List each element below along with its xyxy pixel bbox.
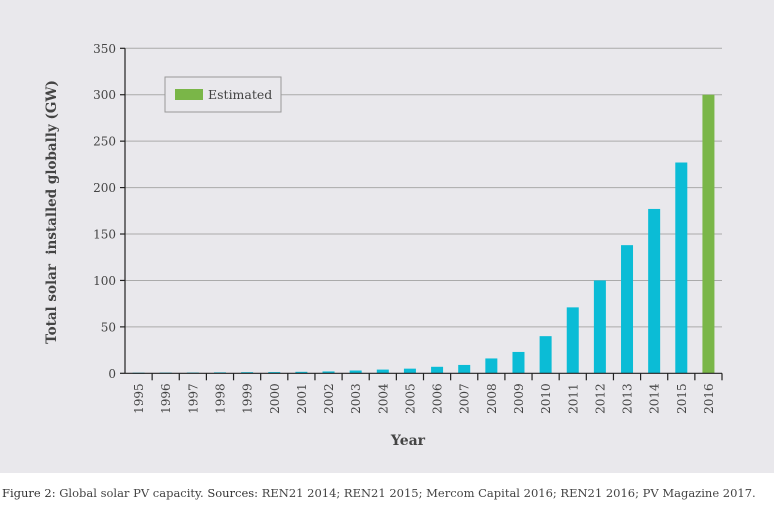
x-tick-label: 2006 [431,383,445,414]
bar-2000 [268,372,281,374]
bar-2014 [648,208,661,374]
legend: Estimated [164,76,282,113]
bar-2016 [702,94,715,374]
bar-2006 [431,366,444,374]
x-tick-label: 2008 [485,383,499,414]
y-tick-label: 50 [101,320,116,334]
legend-label-estimated: Estimated [208,87,272,102]
x-tick-label: 2007 [458,383,472,414]
bar-2011 [566,307,579,374]
x-tick-label: 1996 [159,383,173,414]
x-tick-label: 2005 [403,383,417,414]
x-tick-label: 2012 [593,383,607,414]
bar-2005 [403,368,416,374]
x-tick-label: 2004 [376,383,390,414]
x-tick-label: 2011 [566,383,580,414]
figure-label: Figure 2: [2,486,56,500]
x-tick-label: 2009 [512,383,526,414]
bar-2013 [621,245,634,374]
y-axis-label: Total solar installed globally (GW) [44,80,60,344]
x-tick-label: 2001 [295,383,309,414]
bar-2001 [295,371,308,374]
x-tick-label: 2014 [648,383,662,414]
bar-2007 [458,364,471,374]
x-tick-label: 2016 [702,383,716,414]
y-tick-label: 150 [93,228,116,242]
y-tick-label: 200 [93,181,116,195]
x-tick-label: 1999 [241,383,255,414]
x-tick-label: 2013 [621,383,635,414]
y-tick-label: 350 [93,42,116,56]
bar-2010 [539,336,552,374]
y-tick-label: 100 [93,274,116,288]
legend-swatch-estimated [175,89,203,100]
x-tick-label: 2002 [322,383,336,414]
chart-panel [0,0,774,473]
x-tick-label: 2010 [539,383,553,414]
x-tick-label: 2003 [349,383,363,414]
x-axis-label: Year [390,433,426,449]
caption-text: Global solar PV capacity. [55,486,208,500]
x-tick-label: 1997 [186,383,200,414]
bar-2003 [349,370,362,374]
y-tick-label: 250 [93,135,116,149]
bar-2002 [322,371,335,374]
bar-2008 [485,358,498,374]
sources-text: REN21 2014; REN21 2015; Mercom Capital 2… [258,486,756,500]
y-tick-label: 300 [93,88,116,102]
y-tick-label: 0 [108,367,116,381]
x-tick-label: 1998 [213,383,227,414]
bar-2009 [512,351,525,374]
x-tick-label: 1995 [132,383,146,414]
x-tick-label: 2015 [675,383,689,414]
bar-2015 [675,162,688,374]
x-tick-label: 2000 [268,383,282,414]
bar-chart: 0 50 100 150 200 250 300 350 1995 1996 1997 1998 199… [44,42,723,449]
bar-2004 [376,369,389,374]
figure-caption: Figure 2: Global solar PV capacity. Sour… [2,486,756,500]
sources-label: Sources: [207,486,259,500]
bar-2012 [593,280,606,374]
